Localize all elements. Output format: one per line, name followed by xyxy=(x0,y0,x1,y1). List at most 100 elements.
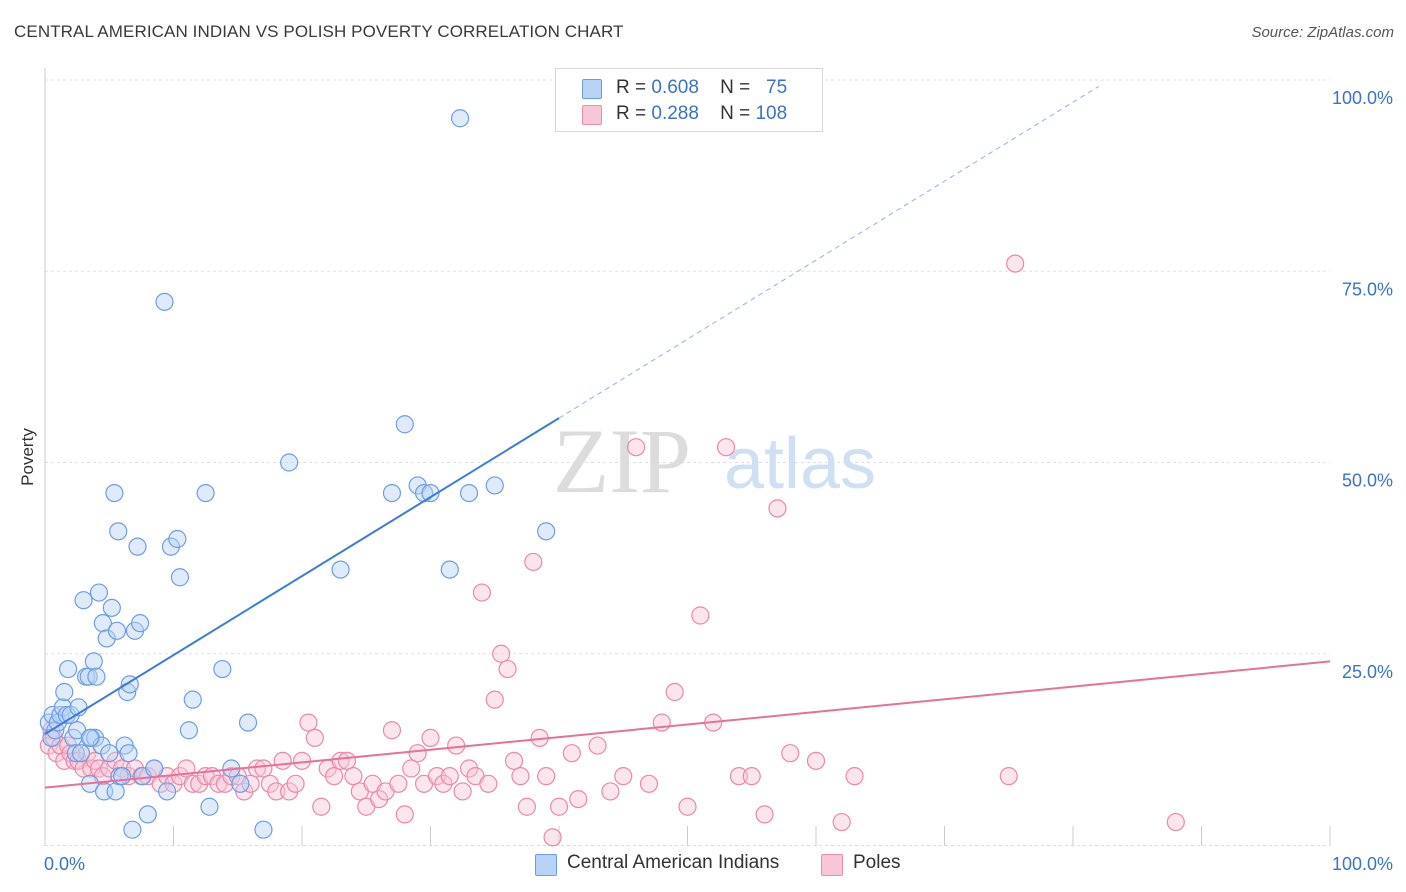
data-point xyxy=(325,767,344,786)
data-point xyxy=(241,774,260,793)
y-tick-label: 75.0% xyxy=(1342,279,1393,299)
data-point xyxy=(55,682,74,702)
data-point xyxy=(170,568,190,587)
data-point xyxy=(1166,812,1185,832)
data-point xyxy=(102,598,121,617)
data-point xyxy=(492,644,511,663)
data-point xyxy=(614,767,633,786)
legend-n-value: 108 xyxy=(755,103,788,124)
legend-r-value: 0.288 xyxy=(651,103,699,124)
x-tick-label: 100.0% xyxy=(1332,854,1393,874)
data-point xyxy=(107,621,127,640)
data-point xyxy=(238,713,258,732)
data-point xyxy=(742,767,761,786)
series-central-american-indians-points xyxy=(39,109,556,839)
data-point xyxy=(845,767,864,786)
data-point xyxy=(331,560,350,579)
legend-box: R = 0.608 N = 75 R = 0.288 N = 108 xyxy=(555,68,823,132)
data-point xyxy=(200,797,219,816)
data-point xyxy=(231,774,250,793)
data-point xyxy=(768,499,787,518)
data-point xyxy=(254,759,273,778)
data-point xyxy=(524,552,543,572)
data-point xyxy=(601,782,620,801)
data-point xyxy=(806,751,826,770)
legend-swatch-blue xyxy=(582,79,602,99)
watermark: ZIP atlas xyxy=(553,410,876,512)
data-point xyxy=(179,721,199,740)
data-point xyxy=(450,109,470,128)
chart-title: CENTRAL AMERICAN INDIAN VS POLISH POVERT… xyxy=(14,22,624,41)
data-point xyxy=(389,774,408,793)
data-point xyxy=(517,797,536,816)
legend-r-value: 0.608 xyxy=(651,77,699,98)
data-point xyxy=(421,484,440,503)
data-point xyxy=(395,415,414,434)
legend-r-label: R = xyxy=(616,77,647,98)
data-point xyxy=(312,797,331,816)
data-point xyxy=(183,690,202,709)
data-point xyxy=(97,629,116,648)
data-point xyxy=(402,759,421,778)
data-point xyxy=(299,713,318,732)
legend-n-label: N = xyxy=(720,103,751,124)
data-point xyxy=(66,744,85,763)
data-point xyxy=(755,805,774,824)
legend-n-label: N = xyxy=(720,77,751,98)
bottom-legend-label: Central American Indians xyxy=(567,852,780,873)
data-point xyxy=(485,690,504,709)
data-point xyxy=(440,560,459,579)
data-point xyxy=(485,476,504,495)
data-point xyxy=(254,820,273,839)
legend-swatch-pink xyxy=(582,105,602,125)
legend-n-value: 75 xyxy=(766,77,788,98)
data-point xyxy=(562,744,581,763)
data-point xyxy=(716,438,736,457)
data-point xyxy=(61,705,80,725)
watermark-zip: ZIP xyxy=(553,410,691,512)
data-point xyxy=(138,805,157,824)
y-tick-label: 25.0% xyxy=(1342,662,1393,682)
data-point xyxy=(84,652,103,671)
data-point xyxy=(59,659,78,679)
data-point xyxy=(344,767,363,786)
data-point xyxy=(472,583,491,602)
data-point xyxy=(80,728,100,748)
bottom-legend-swatch-blue xyxy=(535,854,557,876)
data-point xyxy=(89,583,109,602)
data-point xyxy=(112,767,132,786)
data-point xyxy=(267,782,286,801)
y-axis-label: Poverty xyxy=(18,428,37,486)
data-point xyxy=(123,820,142,839)
data-point xyxy=(479,774,498,793)
data-point xyxy=(74,591,93,610)
y-tick-label: 50.0% xyxy=(1342,471,1393,491)
data-point xyxy=(93,614,112,633)
data-point xyxy=(119,744,138,763)
data-point xyxy=(537,767,556,786)
data-point xyxy=(543,828,562,847)
chart-source: Source: ZipAtlas.com xyxy=(1251,24,1394,41)
bottom-legend-label: Poles xyxy=(853,852,901,873)
data-point xyxy=(999,767,1018,786)
data-point xyxy=(128,537,147,556)
data-point xyxy=(331,751,350,770)
data-point xyxy=(157,782,177,801)
data-point xyxy=(729,767,749,786)
data-point xyxy=(447,736,466,755)
data-point xyxy=(100,744,119,763)
data-point xyxy=(1006,254,1025,273)
data-point xyxy=(639,774,659,793)
data-point xyxy=(109,522,128,541)
data-point xyxy=(453,782,472,801)
data-point xyxy=(337,751,357,770)
data-point xyxy=(665,682,684,702)
trend-line-extension xyxy=(558,85,1099,419)
data-point xyxy=(280,453,299,472)
y-tick-label: 100.0% xyxy=(1332,88,1393,108)
data-point xyxy=(588,736,607,755)
data-point xyxy=(196,484,215,503)
data-point xyxy=(286,774,305,793)
data-point xyxy=(155,292,174,311)
data-point xyxy=(504,751,524,770)
